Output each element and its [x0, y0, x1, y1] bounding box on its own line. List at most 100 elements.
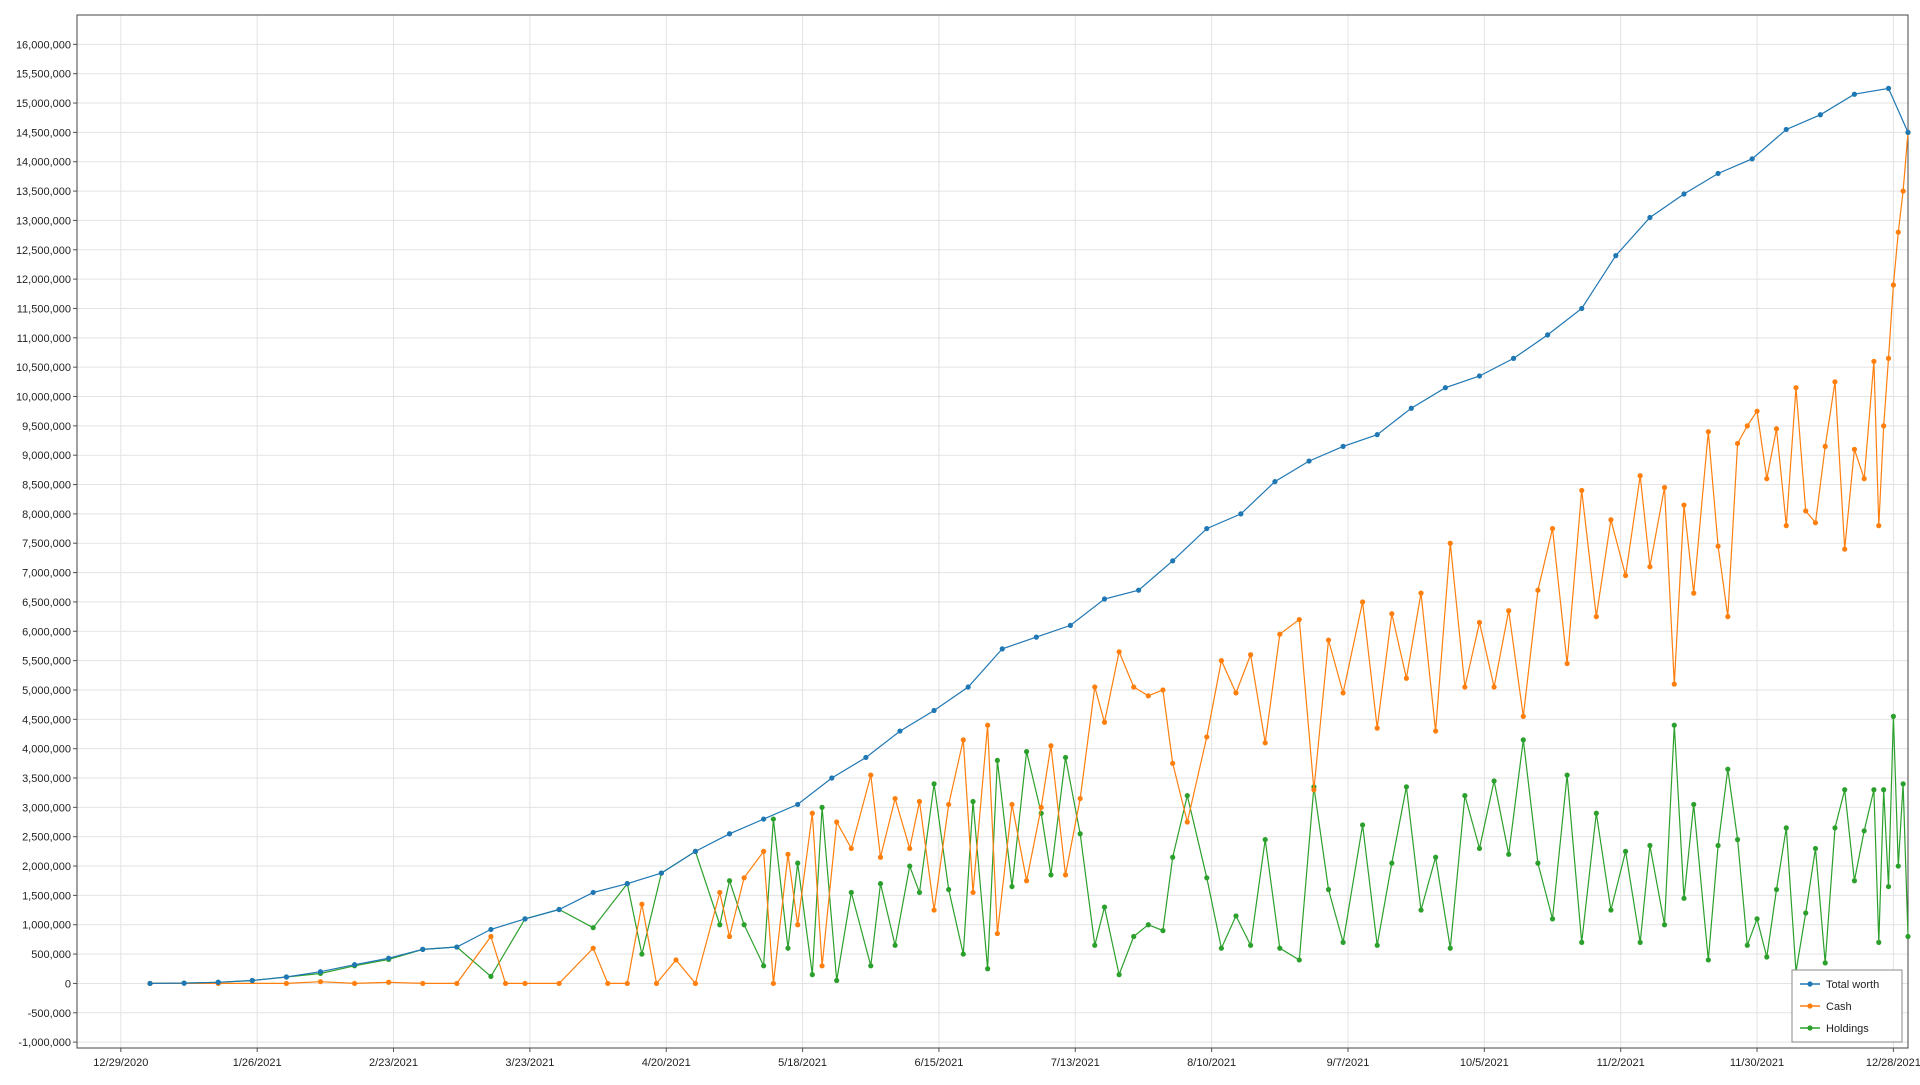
data-point-holdings — [1773, 886, 1780, 893]
y-tick-label: 14,000,000 — [16, 157, 71, 169]
data-point-cash — [1754, 408, 1760, 414]
data-point-total-worth — [1238, 511, 1244, 517]
data-point-holdings — [1608, 907, 1614, 913]
data-point-holdings — [907, 863, 913, 869]
data-point-holdings — [1009, 883, 1015, 890]
data-point-holdings — [770, 816, 776, 822]
data-point-cash — [741, 875, 747, 881]
data-point-cash — [1885, 355, 1892, 361]
data-point-total-worth — [726, 831, 733, 837]
data-point-holdings — [1783, 825, 1789, 831]
data-point-cash — [1145, 693, 1151, 699]
y-tick-label: 9,500,000 — [22, 421, 71, 433]
data-point-holdings — [1725, 766, 1731, 772]
data-point-total-worth — [590, 889, 596, 896]
y-tick-label: 7,500,000 — [22, 538, 71, 550]
data-point-total-worth — [454, 944, 460, 950]
data-point-cash — [1038, 804, 1044, 810]
data-point-holdings — [1900, 781, 1906, 787]
data-point-holdings — [1491, 778, 1497, 784]
x-tick-label: 3/23/2021 — [505, 1057, 554, 1069]
y-tick-label: 500,000 — [31, 949, 71, 961]
data-point-holdings — [1340, 939, 1346, 945]
data-point-cash — [283, 980, 289, 987]
data-point-holdings — [1705, 957, 1711, 963]
data-point-holdings — [795, 860, 801, 866]
data-point-cash — [624, 980, 630, 987]
data-point-total-worth — [1442, 385, 1448, 391]
data-point-holdings — [590, 925, 596, 931]
data-point-cash — [819, 963, 825, 969]
data-point-holdings — [985, 966, 991, 972]
data-point-cash — [692, 980, 699, 987]
data-point-cash — [1744, 423, 1750, 429]
plot-frame — [76, 14, 1909, 1049]
data-point-cash — [590, 945, 596, 951]
data-point-holdings — [1462, 793, 1468, 799]
x-tick-label: 12/28/2021 — [1866, 1057, 1920, 1069]
x-tick-label: 11/30/2021 — [1730, 1057, 1784, 1069]
data-point-holdings — [1622, 848, 1629, 854]
x-tick-label: 1/26/2021 — [233, 1057, 282, 1069]
x-tick-label: 8/10/2021 — [1187, 1057, 1236, 1069]
data-point-cash — [931, 907, 937, 913]
data-point-total-worth — [1885, 85, 1892, 91]
y-tick-label: 16,000,000 — [16, 39, 71, 51]
data-point-total-worth — [1851, 91, 1858, 97]
data-point-cash — [1851, 446, 1858, 452]
data-point-total-worth — [761, 816, 767, 822]
data-point-cash — [386, 979, 392, 985]
x-tick-label: 10/5/2021 — [1460, 1057, 1509, 1069]
data-point-total-worth — [965, 684, 971, 690]
data-point-cash — [1491, 684, 1497, 690]
data-point-cash — [502, 980, 509, 987]
data-point-holdings — [1062, 754, 1069, 761]
data-point-holdings — [1048, 872, 1054, 878]
data-point-holdings — [1861, 828, 1867, 834]
data-point-holdings — [994, 757, 1000, 764]
x-tick-label: 9/7/2021 — [1327, 1057, 1370, 1069]
data-point-cash — [1725, 614, 1731, 620]
data-point-cash — [1895, 229, 1901, 235]
data-point-holdings — [1160, 928, 1166, 934]
data-point-holdings — [1296, 957, 1302, 963]
legend-label-total-worth: Total worth — [1826, 979, 1879, 991]
data-point-cash — [1218, 658, 1224, 664]
data-point-cash — [556, 980, 562, 987]
data-point-cash — [1890, 282, 1896, 288]
data-point-cash — [1116, 649, 1122, 655]
data-point-holdings — [1116, 972, 1122, 978]
data-point-total-worth — [1715, 170, 1721, 177]
y-tick-label: 12,000,000 — [16, 274, 71, 286]
data-point-cash — [1579, 487, 1585, 494]
data-point-cash — [1715, 543, 1721, 549]
data-point-cash — [1861, 476, 1867, 482]
y-tick-label: 9,000,000 — [22, 450, 71, 462]
data-point-total-worth — [1783, 126, 1789, 133]
data-point-total-worth — [1306, 458, 1312, 464]
data-point-holdings — [1885, 883, 1892, 890]
data-point-cash — [1418, 590, 1424, 596]
y-tick-label: 1,000,000 — [22, 920, 71, 932]
data-point-cash — [1681, 502, 1687, 508]
data-point-holdings — [1754, 916, 1760, 922]
y-tick-label: 3,500,000 — [22, 773, 71, 785]
data-point-total-worth — [1408, 405, 1414, 411]
legend-marker-cash — [1807, 1003, 1813, 1009]
data-point-cash — [1325, 637, 1332, 643]
data-point-cash — [1311, 787, 1317, 793]
data-point-holdings — [1661, 922, 1668, 928]
x-tick-label: 11/2/2021 — [1597, 1057, 1645, 1069]
data-point-cash — [1773, 426, 1780, 432]
y-tick-label: 10,000,000 — [16, 392, 71, 404]
data-point-holdings — [819, 804, 825, 810]
y-tick-label: -500,000 — [28, 1008, 71, 1020]
data-point-total-worth — [1101, 596, 1108, 602]
data-point-holdings — [1890, 713, 1896, 719]
data-point-cash — [907, 845, 913, 852]
data-point-holdings — [809, 972, 815, 978]
data-point-total-worth — [999, 646, 1005, 652]
data-point-cash — [1871, 358, 1877, 364]
data-point-cash — [1233, 690, 1239, 696]
